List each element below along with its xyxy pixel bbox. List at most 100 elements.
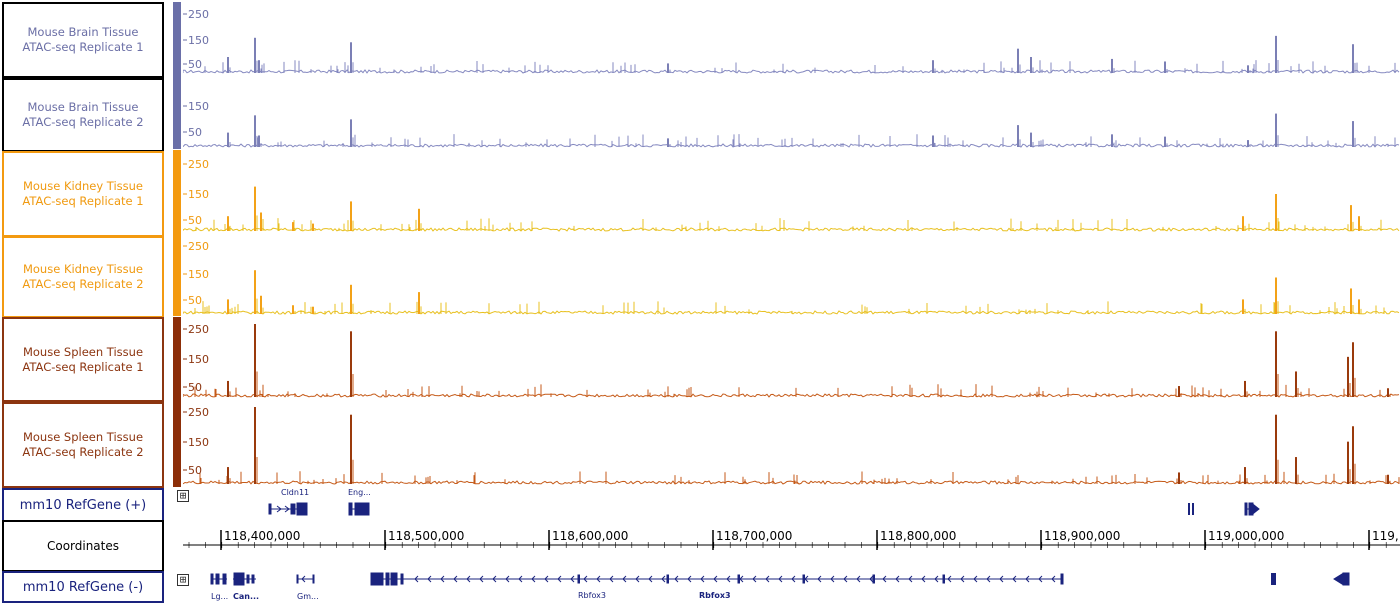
track-label-refgene-minus[interactable]: mm10 RefGene (-)	[2, 571, 164, 603]
expand-icon[interactable]: ⊞	[177, 490, 189, 502]
signal-track-3: 250 150 50	[183, 240, 1400, 315]
track-label-spleen-rep1[interactable]: Mouse Spleen Tissue ATAC-seq Replicate 1	[2, 317, 164, 402]
intron-arrow	[921, 575, 926, 583]
scale-label: 150	[188, 353, 209, 366]
signal-tracks-svg: 2501505015050250150502501505025015050250…	[183, 8, 1400, 485]
intron-arrow	[661, 575, 666, 583]
intron-arrow	[895, 575, 900, 583]
track-color-strip	[173, 2, 181, 149]
signal-track-4: 250 150 50	[183, 323, 1400, 398]
intron-arrow	[869, 575, 874, 583]
intron-arrow	[635, 575, 640, 583]
coordinate-tick-label: 119,000,000	[1208, 529, 1284, 543]
gene-label[interactable]: Rbfox3	[578, 591, 606, 600]
signal-area[interactable]: 250 150 50 150 50 250 150 50 250 150 50 250 150 50 250…	[183, 0, 1400, 488]
track-color-strip	[173, 317, 181, 487]
intron-arrow	[609, 575, 614, 583]
track-label-brain-rep1[interactable]: Mouse Brain Tissue ATAC-seq Replicate 1	[2, 2, 164, 78]
gene-model[interactable]	[1244, 502, 1260, 516]
exon	[577, 574, 580, 584]
intron-arrow	[1025, 575, 1030, 583]
intron-arrow	[440, 575, 445, 583]
intron-arrow	[960, 575, 965, 583]
gene-model[interactable]	[348, 502, 370, 516]
coordinate-tick-label: 118,700,000	[716, 529, 792, 543]
signal-baseline	[183, 143, 1400, 148]
intron-arrow	[1012, 575, 1017, 583]
gene-label[interactable]: Lg...	[211, 592, 228, 601]
track-label-kidney-rep1[interactable]: Mouse Kidney Tissue ATAC-seq Replicate 1	[2, 151, 164, 237]
signal-track-1: 150 50	[183, 100, 1400, 148]
gene-model[interactable]	[296, 574, 315, 584]
refgene-plus-label: mm10 RefGene (+)	[19, 497, 147, 513]
gene-label[interactable]: Rbfox3	[699, 591, 731, 600]
intron-arrow	[713, 575, 718, 583]
intron-arrow	[1038, 575, 1043, 583]
gene-model[interactable]	[1188, 503, 1194, 515]
intron-arrow	[973, 575, 978, 583]
coordinate-tick-label: 118,800,000	[880, 529, 956, 543]
intron-arrow	[999, 575, 1004, 583]
signal-track-5: 250 150 50	[183, 406, 1400, 485]
intron-arrow	[544, 575, 549, 583]
intron-arrow	[934, 575, 939, 583]
signal-baseline	[183, 227, 1400, 232]
intron-arrow	[622, 575, 627, 583]
coordinate-tick-label: 118,400,000	[224, 529, 300, 543]
exon	[802, 574, 805, 584]
intron-arrow	[518, 575, 523, 583]
exon	[737, 574, 740, 584]
scale-label: 50	[188, 214, 202, 227]
coordinates-area[interactable]: 118,400,000 118,500,000 118,600,000 118,700…	[183, 520, 1400, 570]
intron-arrow	[674, 575, 679, 583]
track-label-refgene-plus[interactable]: mm10 RefGene (+)	[2, 488, 164, 522]
refgene-minus-svg: Lg... Can... Gm... Rbfox3 Rbfox3	[210, 572, 1350, 601]
exon	[666, 574, 669, 584]
gene-label[interactable]: Can...	[233, 592, 259, 601]
scale-label: 50	[188, 294, 202, 307]
track-label-coordinates[interactable]: Coordinates	[2, 520, 164, 572]
intron-arrow	[531, 575, 536, 583]
gene-label[interactable]: Gm...	[297, 592, 319, 601]
scale-label: 50	[188, 58, 202, 71]
coordinate-ruler: 118,400,000 118,500,000 118,600,000 118,700…	[183, 529, 1400, 550]
gene-model[interactable]	[233, 572, 256, 586]
signal-baseline	[183, 393, 1400, 398]
track-label-text: Mouse Spleen Tissue ATAC-seq Replicate 2	[22, 430, 144, 459]
gene-model[interactable]	[268, 502, 308, 516]
refgene-plus-area[interactable]: Cldn11 Eng...	[183, 486, 1400, 520]
expand-icon[interactable]: ⊞	[177, 574, 189, 586]
intron-arrow	[648, 575, 653, 583]
scale-label: 150	[188, 34, 209, 47]
intron-arrow	[414, 575, 419, 583]
gene-label[interactable]: Eng...	[348, 488, 371, 497]
intron-arrow	[700, 575, 705, 583]
intron-arrow	[557, 575, 562, 583]
intron-arrow	[570, 575, 575, 583]
scale-label: 250	[188, 240, 209, 253]
intron-arrow	[752, 575, 757, 583]
scale-label: 150	[188, 268, 209, 281]
gene-model[interactable]	[370, 572, 1064, 586]
track-label-text: Mouse Brain Tissue ATAC-seq Replicate 2	[22, 100, 144, 129]
track-label-kidney-rep2[interactable]: Mouse Kidney Tissue ATAC-seq Replicate 2	[2, 236, 164, 318]
intron-arrow	[466, 575, 471, 583]
scale-label: 250	[188, 406, 209, 419]
refgene-minus-area[interactable]: Lg... Can... Gm... Rbfox3 Rbfox3	[183, 570, 1400, 602]
track-label-spleen-rep2[interactable]: Mouse Spleen Tissue ATAC-seq Replicate 2	[2, 402, 164, 488]
gene-model[interactable]	[1333, 572, 1350, 586]
intron-arrow	[791, 575, 796, 583]
refgene-plus-svg: Cldn11 Eng...	[268, 488, 1260, 516]
gene-model[interactable]	[1271, 573, 1276, 585]
gene-model[interactable]	[210, 573, 227, 585]
exon	[942, 574, 945, 584]
intron-arrow	[726, 575, 731, 583]
signal-baseline	[183, 69, 1400, 74]
gene-label[interactable]: Cldn11	[281, 488, 309, 497]
scale-label: 50	[188, 381, 202, 394]
intron-arrow	[687, 575, 692, 583]
track-label-text: Mouse Kidney Tissue ATAC-seq Replicate 2	[22, 262, 144, 291]
signal-baseline	[183, 480, 1400, 485]
coordinate-tick-label: 119,...	[1372, 529, 1400, 543]
track-label-brain-rep2[interactable]: Mouse Brain Tissue ATAC-seq Replicate 2	[2, 78, 164, 152]
